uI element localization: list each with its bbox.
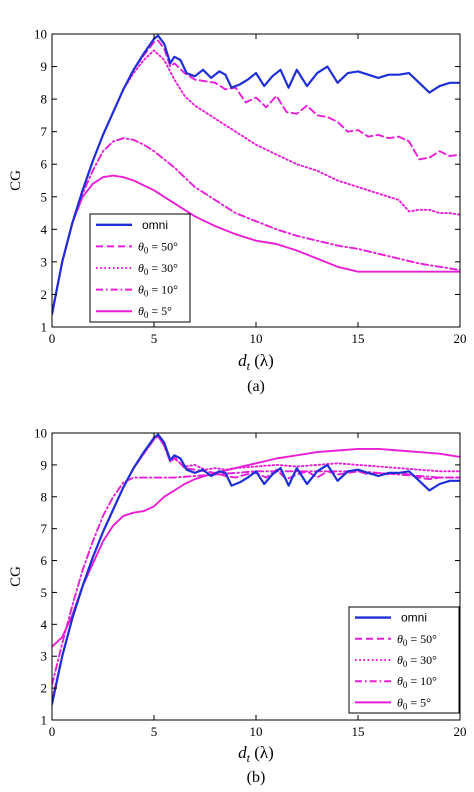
y-tick-label: 1: [41, 713, 48, 728]
x-tick-label: 10: [250, 331, 263, 346]
y-tick-label: 9: [41, 59, 48, 74]
legend-box: [348, 606, 460, 714]
series-line-5deg: [52, 447, 460, 648]
legend-label: θ0 = 30°: [138, 261, 178, 277]
x-tick-label: 20: [454, 331, 467, 346]
legend-label: θ0 = 5°: [138, 304, 172, 320]
y-axis-label: CG: [8, 566, 24, 587]
y-tick-label: 4: [41, 222, 48, 237]
chart-panel-b: 0 5 10 15 20 1 2 3 4 5 6 7 8 9 10 CG dt (λ) (b) omni θ0 = 5…: [8, 426, 467, 787]
y-tick-label: 7: [41, 124, 48, 139]
y-tick-label: 8: [41, 92, 48, 107]
y-tick-label: 8: [41, 489, 48, 504]
legend-label: θ0 = 5°: [397, 695, 431, 711]
series-line-10deg: [52, 137, 460, 315]
y-tick-label: 7: [41, 521, 48, 536]
x-axis-label: dt (λ): [238, 743, 274, 765]
y-tick-label: 3: [41, 254, 48, 269]
series-group: [52, 34, 460, 316]
legend-label: θ0 = 50°: [138, 239, 178, 255]
series-line-5deg: [52, 174, 460, 315]
x-tick-label: 0: [49, 724, 56, 739]
series-line-omni: [52, 433, 460, 706]
x-tick-label: 5: [151, 331, 158, 346]
legend-label: θ0 = 50°: [397, 632, 437, 648]
x-tick-label: 0: [49, 331, 56, 346]
y-tick-label: 6: [41, 157, 48, 172]
y-tick-label: 4: [41, 617, 48, 632]
y-tick-label: 10: [34, 426, 47, 441]
y-tick-label: 5: [41, 189, 48, 204]
legend-label: omni: [401, 611, 427, 625]
x-tick-label: 10: [250, 724, 263, 739]
series-line-omni: [52, 34, 460, 316]
panel-caption: (b): [247, 769, 266, 786]
y-tick-label: 1: [41, 320, 48, 335]
legend-label: θ0 = 30°: [397, 653, 437, 669]
legend: omni θ0 = 50° θ0 = 30° θ0 = 10° θ0 = 5°: [348, 606, 460, 714]
panel-caption: (a): [247, 378, 265, 395]
y-tick-label: 2: [41, 287, 48, 302]
legend-label: θ0 = 10°: [397, 674, 437, 690]
y-tick-label: 6: [41, 553, 48, 568]
legend-label: θ0 = 10°: [138, 283, 178, 299]
legend-label: omni: [142, 218, 168, 232]
legend-box: [89, 213, 191, 323]
x-tick-label: 15: [352, 331, 365, 346]
y-tick-label: 5: [41, 585, 48, 600]
y-tick-label: 3: [41, 649, 48, 664]
x-tick-label: 5: [151, 724, 158, 739]
x-tick-label: 15: [352, 724, 365, 739]
x-tick-label: 20: [454, 724, 467, 739]
y-axis-label: CG: [8, 170, 24, 191]
y-tick-label: 9: [41, 457, 48, 472]
y-tick-label: 10: [34, 27, 47, 42]
series-group: [52, 433, 460, 706]
y-tick-label: 2: [41, 681, 48, 696]
x-axis-label: dt (λ): [238, 351, 274, 373]
chart-panel-a: 0 5 10 15 20 1 2 3 4 5 6 7 8 9 10 CG dt (λ) (a) omni θ0 = 5…: [8, 27, 467, 396]
legend: omni θ0 = 50° θ0 = 30° θ0 = 10° θ0 = 5°: [89, 213, 191, 323]
